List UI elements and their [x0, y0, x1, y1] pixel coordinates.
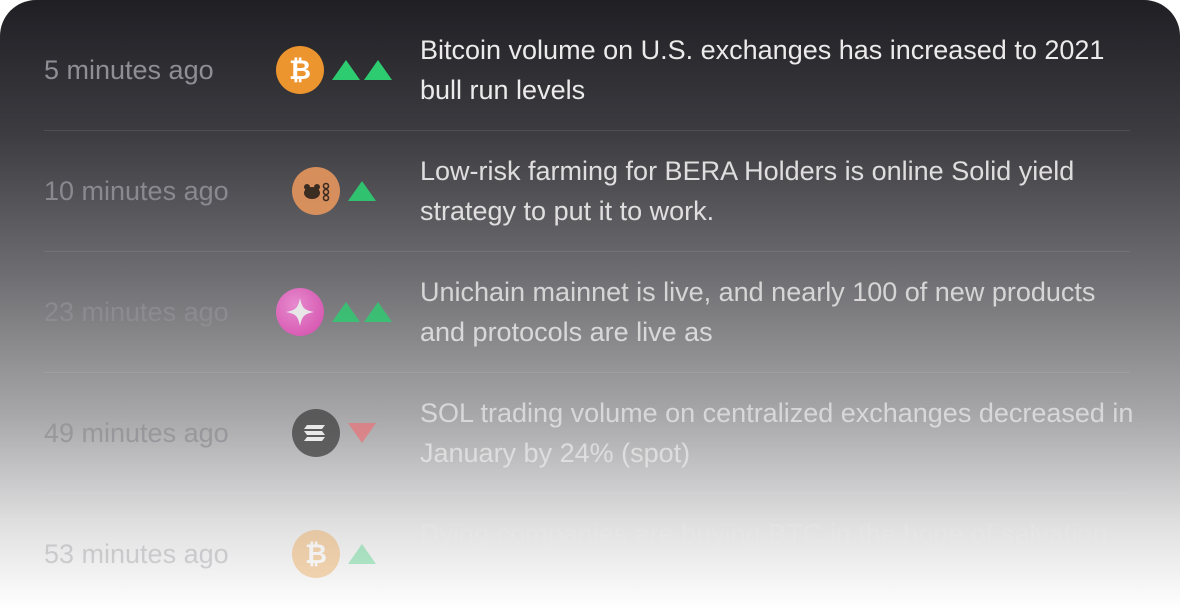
- arrow-up-icon: [364, 302, 392, 322]
- sentiment-arrows: [348, 181, 376, 201]
- bitcoin-icon: ₿: [276, 46, 324, 94]
- arrow-up-icon: [332, 302, 360, 322]
- arrow-down-icon: [348, 423, 376, 443]
- news-headline[interactable]: Dying companies are buying BTC in the ho…: [420, 519, 1108, 549]
- news-row[interactable]: 5 minutes ago ₿ Bitcoin volume on U.S. e…: [44, 10, 1130, 131]
- sentiment-arrows: [332, 60, 392, 80]
- arrow-up-icon: [364, 60, 392, 80]
- svg-text:₿: ₿: [289, 55, 311, 86]
- news-row[interactable]: 53 minutes ago ₿ Dying companies are buy…: [44, 494, 1130, 610]
- news-feed: 5 minutes ago ₿ Bitcoin volume on U.S. e…: [44, 10, 1133, 610]
- news-time: 10 minutes ago: [44, 176, 229, 206]
- news-time: 49 minutes ago: [44, 418, 229, 448]
- arrow-up-icon: [348, 181, 376, 201]
- bera-bear-icon: [292, 167, 340, 215]
- news-row[interactable]: 49 minutes ago SOL trading volume on cen…: [44, 373, 1133, 494]
- news-headline[interactable]: SOL trading volume on centralized exchan…: [420, 398, 1134, 468]
- sentiment-arrows: [332, 302, 392, 322]
- news-headline[interactable]: Unichain mainnet is live, and nearly 100…: [420, 277, 1096, 347]
- svg-text:₿: ₿: [305, 539, 327, 570]
- news-time: 23 minutes ago: [44, 297, 229, 327]
- sentiment-arrows: [348, 544, 376, 564]
- news-time: 53 minutes ago: [44, 539, 229, 569]
- arrow-up-icon: [348, 544, 376, 564]
- news-time: 5 minutes ago: [44, 55, 214, 85]
- news-headline[interactable]: Bitcoin volume on U.S. exchanges has inc…: [420, 35, 1105, 105]
- solana-icon: [292, 409, 340, 457]
- news-row[interactable]: 23 minutes ago Unichain mainnet is live,…: [44, 252, 1130, 373]
- sentiment-arrows: [348, 423, 376, 443]
- arrow-up-icon: [332, 60, 360, 80]
- unichain-sparkle-icon: [276, 288, 324, 336]
- news-row[interactable]: 10 minutes ago Low-risk farming for BERA…: [44, 131, 1130, 252]
- news-headline[interactable]: Low-risk farming for BERA Holders is onl…: [420, 156, 1075, 226]
- bitcoin-icon: ₿: [292, 530, 340, 578]
